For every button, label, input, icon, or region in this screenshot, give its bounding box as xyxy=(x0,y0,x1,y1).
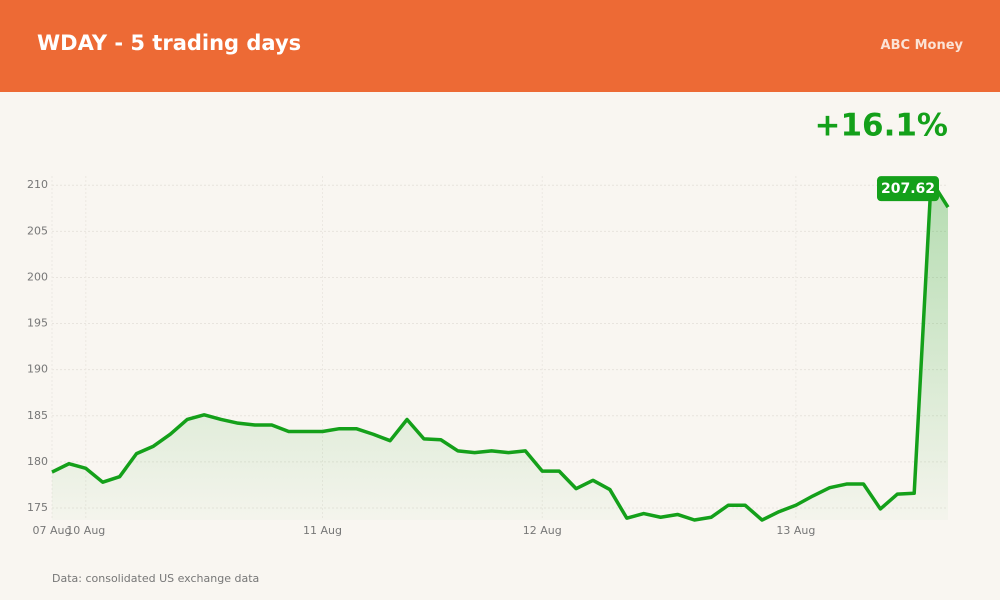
y-tick-label: 200 xyxy=(27,270,48,283)
y-tick-label: 205 xyxy=(27,224,48,237)
source: Data: consolidated US exchange data xyxy=(52,572,259,585)
line xyxy=(51,178,950,522)
y-tick-label: 180 xyxy=(27,455,48,468)
y-tick-label: 175 xyxy=(27,501,48,514)
y-tick-label: 210 xyxy=(27,178,48,191)
area xyxy=(52,180,948,520)
brand: ABC Money xyxy=(880,38,963,53)
x-tick-label: 12 Aug xyxy=(523,524,562,537)
y-tick-label: 185 xyxy=(27,409,48,422)
x-tick-label: 07 Aug xyxy=(33,524,72,537)
last-value-label: 207.62 xyxy=(881,181,935,197)
y-tick-label: 190 xyxy=(27,363,48,376)
x-tick-label: 11 Aug xyxy=(303,524,342,537)
y-tick-label: 195 xyxy=(27,317,48,330)
x-tick-label: 13 Aug xyxy=(776,524,815,537)
last-label-box xyxy=(877,176,939,202)
x-tick-label: 10 Aug xyxy=(66,524,105,537)
change: +16.1% xyxy=(814,108,948,144)
header xyxy=(0,0,1000,92)
chart-title: WDAY - 5 trading days xyxy=(37,31,302,55)
